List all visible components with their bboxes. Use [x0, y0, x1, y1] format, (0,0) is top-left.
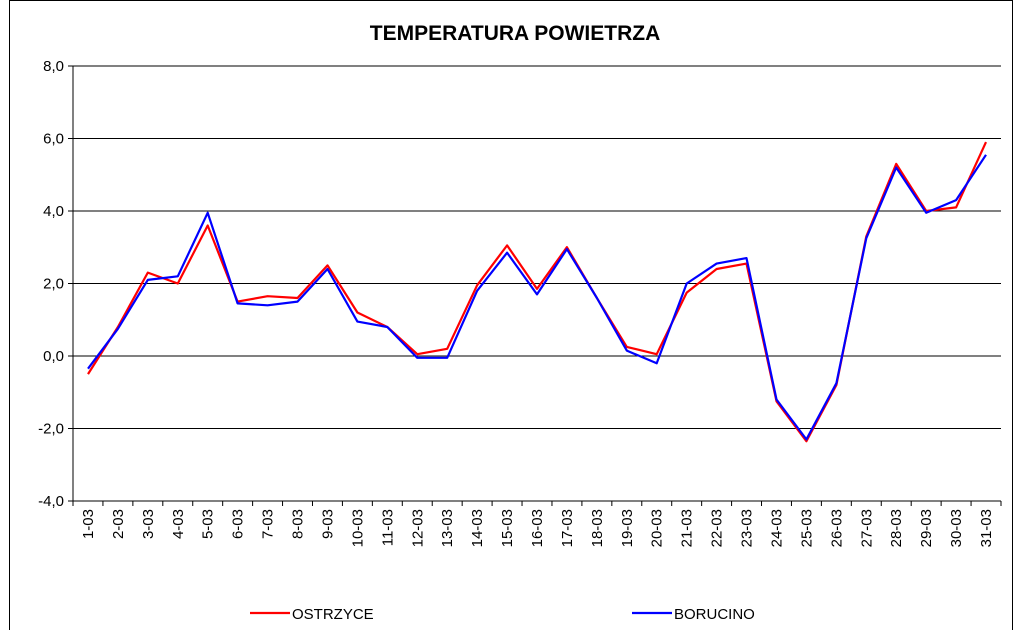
x-tick-label: 7-03 [260, 509, 277, 539]
x-tick-label: 30-03 [948, 509, 965, 547]
x-tick-label: 26-03 [828, 509, 845, 547]
y-tick-label: 0,0 [43, 348, 64, 365]
x-tick-label: 25-03 [798, 509, 815, 547]
y-tick-label: 8,0 [43, 58, 64, 75]
y-tick-label: 2,0 [43, 276, 64, 293]
y-tick-label: -4,0 [38, 493, 64, 510]
x-tick-label: 24-03 [768, 509, 785, 547]
x-tick-label: 14-03 [469, 509, 486, 547]
x-tick-label: 12-03 [409, 509, 426, 547]
series-line [87, 154, 987, 441]
x-tick-label: 22-03 [709, 509, 726, 547]
x-tick-label: 18-03 [589, 509, 606, 547]
x-tick-label: 19-03 [619, 509, 636, 547]
x-tick-label: 27-03 [858, 509, 875, 547]
x-tick-label: 23-03 [739, 509, 756, 547]
x-tick-label: 9-03 [319, 509, 336, 539]
y-tick-label: -2,0 [38, 421, 64, 438]
chart-border [9, 0, 1013, 630]
legend-label: OSTRZYCE [292, 606, 374, 623]
x-tick-label: 28-03 [888, 509, 905, 547]
x-tick-label: 2-03 [110, 509, 127, 539]
x-tick-label: 21-03 [679, 509, 696, 547]
chart-title: TEMPERATURA POWIETRZA [370, 22, 660, 45]
x-tick-label: 8-03 [290, 509, 307, 539]
x-tick-label: 31-03 [978, 509, 995, 547]
x-tick-label: 11-03 [379, 509, 396, 546]
x-tick-label: 1-03 [80, 509, 97, 539]
x-tick-label: 5-03 [200, 509, 217, 539]
x-tick-label: 6-03 [230, 509, 247, 539]
x-tick-label: 3-03 [140, 509, 157, 539]
x-tick-label: 10-03 [349, 509, 366, 547]
x-tick-label: 15-03 [499, 509, 516, 547]
x-tick-label: 13-03 [439, 509, 456, 547]
y-tick-label: 4,0 [43, 203, 64, 220]
legend-label: BORUCINO [674, 606, 755, 623]
x-tick-label: 4-03 [170, 509, 187, 539]
x-tick-label: 29-03 [918, 509, 935, 547]
x-tick-label: 20-03 [649, 509, 666, 547]
y-tick-label: 6,0 [43, 131, 64, 148]
x-tick-label: 17-03 [559, 509, 576, 547]
x-tick-label: 16-03 [529, 509, 546, 547]
